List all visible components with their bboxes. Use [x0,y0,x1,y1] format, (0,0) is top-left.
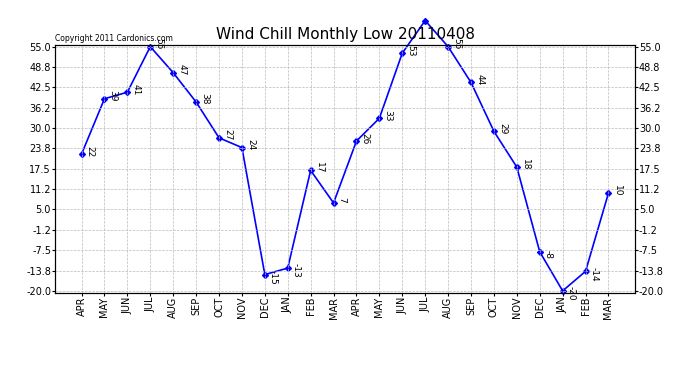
Text: -14: -14 [590,267,599,281]
Text: 18: 18 [521,159,530,170]
Text: 44: 44 [475,74,484,85]
Text: 24: 24 [246,139,255,150]
Text: Copyright 2011 Cardonics.com: Copyright 2011 Cardonics.com [55,33,173,42]
Text: 55: 55 [155,38,164,50]
Text: 39: 39 [108,90,117,102]
Text: 38: 38 [200,93,209,105]
Text: 7: 7 [337,197,346,203]
Text: 27: 27 [223,129,232,141]
Text: 26: 26 [361,133,370,144]
Text: -15: -15 [269,270,278,285]
Text: 33: 33 [384,110,393,121]
Text: 29: 29 [498,123,507,134]
Text: 55: 55 [452,38,461,50]
Text: 10: 10 [613,184,622,196]
Text: 53: 53 [406,45,415,56]
Text: 17: 17 [315,162,324,173]
Text: 22: 22 [86,146,95,157]
Text: 47: 47 [177,64,186,76]
Title: Wind Chill Monthly Low 20110408: Wind Chill Monthly Low 20110408 [215,27,475,42]
Text: 41: 41 [132,84,141,95]
Text: 63: 63 [0,374,1,375]
Text: -13: -13 [292,264,301,278]
Text: -8: -8 [544,250,553,259]
Text: -20: -20 [566,286,575,301]
